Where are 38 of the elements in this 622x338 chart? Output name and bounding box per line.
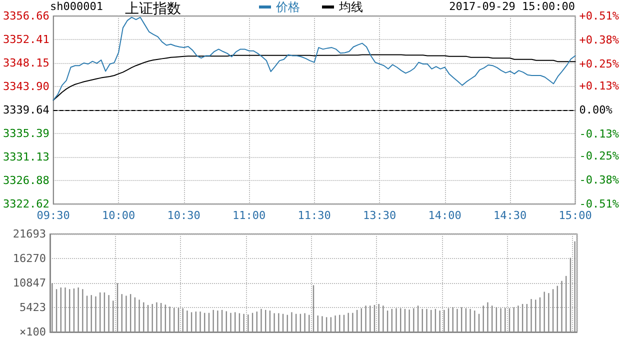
y-tick-label: 3343.90 bbox=[3, 80, 50, 93]
y-tick-label: 3348.15 bbox=[3, 56, 50, 70]
x-tick-label: 11:30 bbox=[298, 209, 331, 222]
y-tick-label: 16270 bbox=[12, 252, 46, 265]
y2-tick-label: +0.51% bbox=[579, 10, 620, 22]
legend-label: 价格 bbox=[275, 0, 300, 14]
y2-tick-label: -0.13% bbox=[579, 127, 620, 140]
x-tick-label: 11:00 bbox=[232, 209, 266, 222]
y2-tick-label: +0.13% bbox=[579, 80, 620, 93]
y2-tick-label: 0.00% bbox=[579, 104, 613, 116]
y-tick-label: 3356.66 bbox=[3, 10, 50, 22]
line-series bbox=[52, 54, 576, 101]
x-tick-label: 15:00 bbox=[558, 209, 592, 222]
y2-tick-label: +0.25% bbox=[579, 57, 620, 70]
x-tick-label: 13:30 bbox=[362, 209, 396, 222]
text: 2017-09-29 15:00:00 bbox=[449, 0, 575, 13]
y-axis-title: ×100 bbox=[20, 326, 46, 338]
y-tick-label: 21693 bbox=[12, 228, 46, 240]
y-tick-label: 3339.64 bbox=[3, 104, 50, 116]
y2-tick-label: -0.51% bbox=[579, 198, 620, 210]
y-tick-label: 3335.39 bbox=[3, 126, 50, 140]
y-tick-label: 10847 bbox=[12, 276, 46, 290]
y2-tick-label: +0.38% bbox=[579, 33, 620, 46]
y-tick-label: 3331.13 bbox=[3, 150, 50, 164]
y-tick-label: 3352.41 bbox=[3, 32, 50, 46]
x-tick-label: 14:30 bbox=[493, 209, 527, 222]
x-tick-label: 10:00 bbox=[102, 209, 136, 222]
x-tick-label: 14:00 bbox=[428, 209, 462, 222]
y2-tick-label: -0.25% bbox=[579, 150, 620, 163]
y-tick-label: 3322.62 bbox=[3, 198, 50, 210]
text: sh000001 bbox=[50, 0, 103, 13]
legend-label: 均线 bbox=[338, 0, 363, 14]
x-tick-label: 09:30 bbox=[36, 209, 70, 222]
y2-tick-label: -0.38% bbox=[579, 174, 620, 187]
y-tick-label: 3326.88 bbox=[3, 174, 50, 187]
x-tick-label: 10:30 bbox=[167, 209, 200, 222]
y-tick-label: 5423 bbox=[20, 301, 46, 314]
chart-title: 上证指数 bbox=[125, 1, 181, 17]
